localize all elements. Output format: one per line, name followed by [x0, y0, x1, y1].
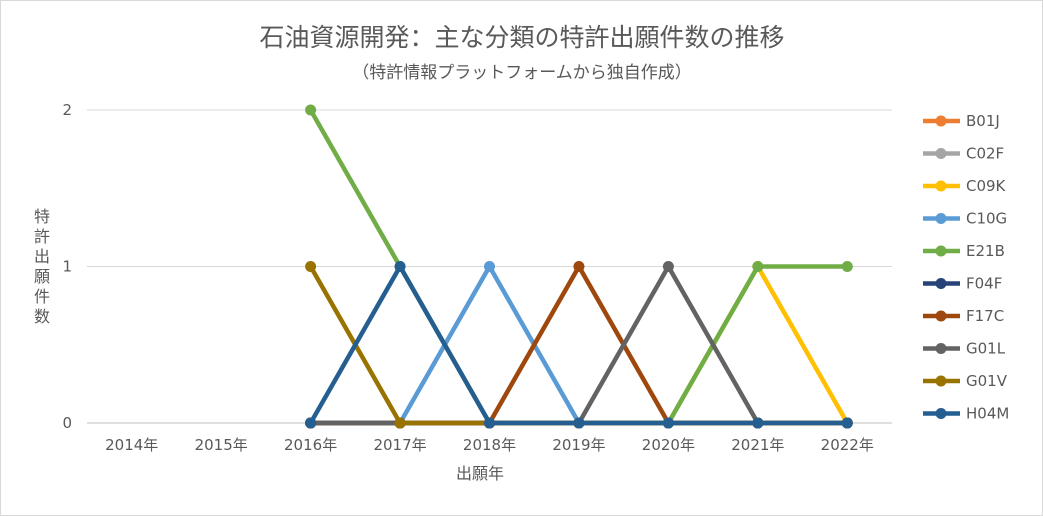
- legend-label: G01V: [966, 372, 1008, 390]
- y-axis-title: 特許出願件数: [34, 207, 50, 326]
- series-line: [308, 264, 850, 426]
- x-tick-label: 2017年: [373, 436, 426, 454]
- legend-marker: [935, 180, 947, 192]
- series-line: [308, 264, 850, 426]
- data-point: [662, 261, 674, 272]
- legend-label: C10G: [966, 210, 1007, 228]
- series-lines: [305, 104, 853, 429]
- legend: B01J C02F C09K C10G E21B F04F F17C G01L G01V H04M: [923, 112, 1009, 423]
- x-tick-label: 2019年: [552, 436, 605, 454]
- data-point: [841, 417, 853, 429]
- y-axis-ticks: 0 1 2: [62, 101, 72, 432]
- legend-item: B01J: [923, 112, 1000, 130]
- legend-item: E21B: [923, 242, 1005, 260]
- legend-item: G01L: [923, 340, 1006, 358]
- legend-marker: [935, 310, 947, 322]
- x-tick-label: 2018年: [463, 436, 516, 454]
- x-axis-ticks: 2014年 2015年 2016年 2017年 2018年 2019年 2020年 2021年…: [105, 436, 874, 454]
- x-axis-title: 出願年: [456, 464, 504, 483]
- legend-label: F04F: [966, 275, 1002, 293]
- legend-item: F04F: [923, 275, 1002, 293]
- data-point: [573, 261, 585, 272]
- legend-label: C02F: [966, 145, 1004, 163]
- legend-label: B01J: [966, 112, 1000, 130]
- legend-label: E21B: [966, 242, 1005, 260]
- legend-item: G01V: [923, 372, 1008, 390]
- legend-item: C09K: [923, 177, 1007, 195]
- legend-marker: [935, 115, 947, 127]
- y-tick-label: 0: [62, 414, 72, 432]
- legend-label: G01L: [966, 340, 1006, 358]
- legend-item: F17C: [923, 307, 1004, 325]
- data-point: [484, 417, 495, 429]
- legend-label: F17C: [966, 307, 1004, 325]
- y-tick-label: 1: [62, 258, 72, 276]
- legend-marker: [935, 375, 947, 387]
- data-point: [305, 261, 317, 272]
- legend-marker: [935, 343, 947, 354]
- series-line: [308, 264, 850, 426]
- data-point: [573, 417, 585, 429]
- data-point: [305, 104, 317, 116]
- x-tick-label: 2014年: [105, 436, 158, 454]
- x-tick-label: 2015年: [195, 436, 248, 454]
- data-point: [752, 417, 764, 429]
- series-line: [308, 264, 850, 426]
- x-tick-label: 2021年: [731, 436, 784, 454]
- y-tick-label: 2: [62, 101, 72, 119]
- legend-label: H04M: [966, 405, 1009, 423]
- legend-label: C09K: [966, 177, 1007, 195]
- chart-subtitle: （特許情報プラットフォームから独自作成）: [352, 63, 692, 83]
- series-h04m: [305, 261, 853, 429]
- legend-marker: [935, 213, 947, 224]
- legend-marker: [935, 278, 947, 289]
- series-line: [308, 264, 850, 426]
- data-point: [752, 261, 764, 272]
- x-tick-label: 2016年: [284, 436, 337, 454]
- data-point: [841, 261, 853, 272]
- legend-marker: [935, 245, 947, 257]
- legend-item: H04M: [923, 405, 1009, 423]
- data-point: [394, 261, 406, 272]
- chart-title: 石油資源開発：主な分類の特許出願件数の推移: [259, 23, 784, 52]
- data-point: [484, 261, 495, 272]
- data-point: [394, 417, 406, 429]
- x-tick-label: 2020年: [642, 436, 695, 454]
- data-point: [305, 417, 317, 429]
- series-line: [308, 264, 850, 426]
- data-point: [662, 417, 674, 429]
- legend-item: C10G: [923, 210, 1007, 228]
- legend-item: C02F: [923, 145, 1004, 163]
- x-tick-label: 2022年: [821, 436, 874, 454]
- legend-marker: [935, 408, 947, 419]
- legend-marker: [935, 148, 947, 159]
